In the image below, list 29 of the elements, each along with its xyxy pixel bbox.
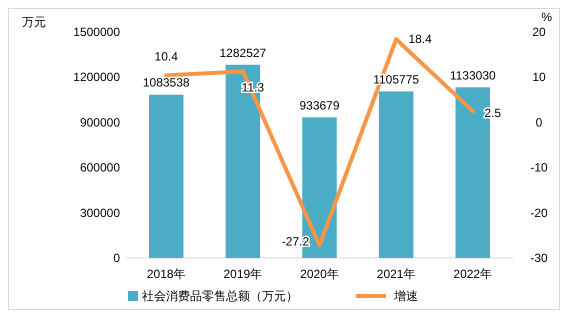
y-tick-label: 600000 [80, 160, 120, 175]
data-label: 1083538 [142, 76, 190, 90]
legend-label: 增速 [393, 289, 418, 303]
data-label: 1282527 [220, 46, 267, 60]
x-tick-label: 2021年 [376, 267, 416, 281]
bar [378, 91, 414, 258]
y2-tick-label: -30 [530, 251, 548, 265]
data-label: 933679 [299, 98, 340, 112]
x-tick-label: 2018年 [146, 267, 186, 281]
y2-tick-label: 20 [532, 25, 546, 39]
x-tick-label: 2020年 [300, 267, 339, 281]
data-label: 1133030 [450, 68, 496, 82]
data-label: 10.4 [154, 49, 178, 64]
y-axis-title: 万元 [22, 15, 46, 29]
data-label: 18.4 [408, 32, 432, 46]
bar [148, 94, 184, 258]
legend-label: 社会消费品零售总额（万元） [142, 289, 298, 303]
y2-axis-title: % [541, 10, 552, 24]
x-tick-label: 2019年 [224, 267, 262, 281]
y-tick-label: 900000 [80, 115, 120, 130]
y2-tick-label: -20 [530, 206, 548, 220]
y-tick-label: 0 [113, 251, 120, 265]
y2-tick-label: 10 [532, 70, 546, 84]
y2-tick-label: 0 [536, 115, 543, 130]
y-tick-label: 1200000 [73, 70, 120, 84]
x-tick-label: 2022年 [453, 267, 492, 281]
y-tick-label: 300000 [80, 206, 120, 220]
y-tick-label: 1500000 [73, 25, 120, 39]
y2-tick-label: -10 [530, 160, 548, 175]
